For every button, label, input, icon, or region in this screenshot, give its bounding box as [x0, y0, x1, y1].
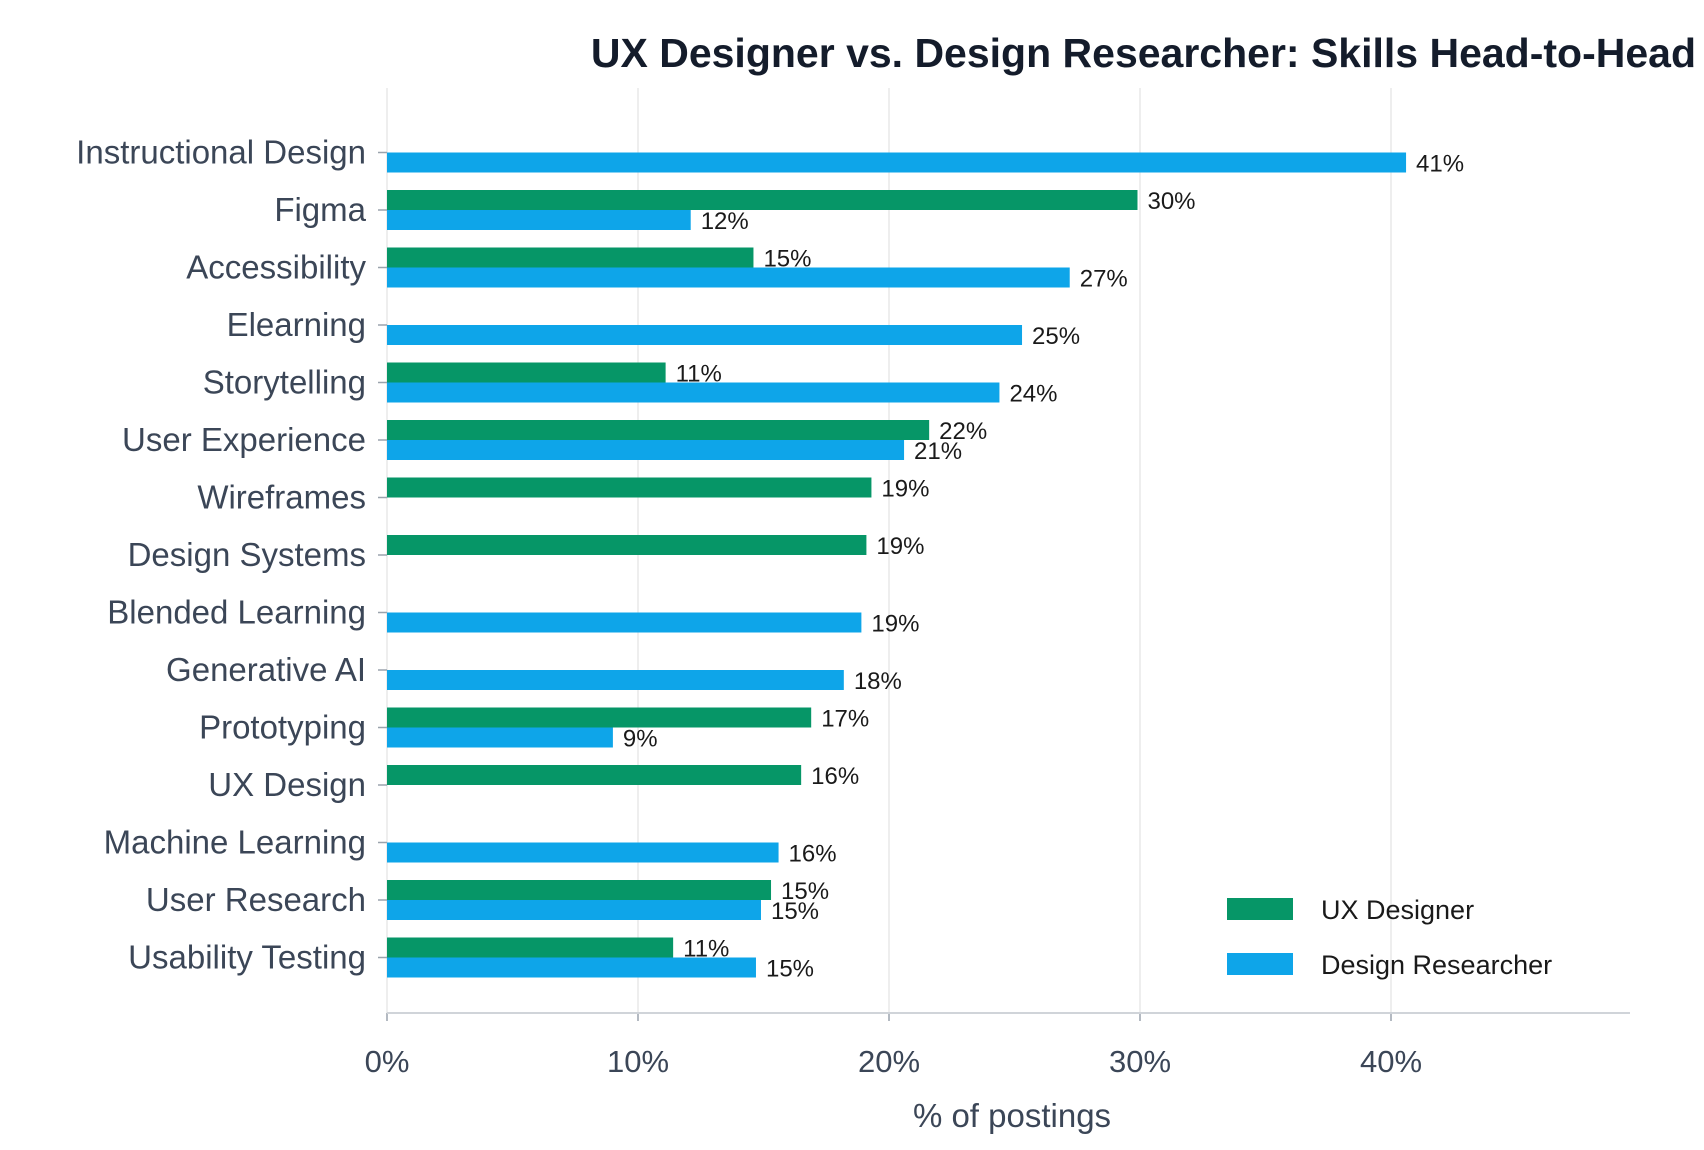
category-label: User Research [146, 881, 366, 918]
data-label-design-researcher-blended-learning: 19% [871, 611, 919, 638]
data-label-design-researcher-prototyping: 9% [623, 726, 658, 753]
bar-design-researcher-instructional-design [387, 152, 1407, 173]
legend: UX Designer Design Researcher [1227, 895, 1552, 980]
bar-design-researcher-elearning [387, 325, 1023, 345]
x-tick-label: 10% [607, 1044, 669, 1079]
bar-design-researcher-generative-ai [387, 670, 844, 690]
data-label-design-researcher-generative-ai: 18% [854, 668, 902, 695]
bar-ux-designer-accessibility [387, 247, 754, 268]
bar-design-researcher-machine-learning [387, 842, 779, 863]
x-tick-label: 40% [1360, 1044, 1422, 1079]
data-label-ux-designer-figma: 30% [1147, 188, 1195, 215]
category-label: Prototyping [199, 709, 366, 746]
category-label: Figma [274, 191, 366, 228]
chart-title: UX Designer vs. Design Researcher: Skill… [591, 30, 1696, 76]
category-label: User Experience [122, 421, 366, 458]
bar-design-researcher-storytelling [387, 382, 1000, 403]
category-label: Generative AI [166, 651, 366, 688]
category-label: UX Design [208, 766, 366, 803]
bar-ux-designer-user-experience [387, 420, 930, 440]
data-label-ux-designer-user-experience: 22% [939, 418, 987, 445]
category-label: Instructional Design [76, 134, 366, 171]
data-label-ux-designer-design-systems: 19% [876, 533, 924, 560]
bar-design-researcher-user-experience [387, 440, 905, 460]
bar-ux-designer-wireframes [387, 477, 872, 498]
legend-swatch-ux-designer [1227, 898, 1293, 920]
legend-label-ux-designer: UX Designer [1321, 895, 1474, 925]
bar-ux-designer-prototyping [387, 707, 812, 728]
data-label-design-researcher-machine-learning: 16% [789, 841, 837, 868]
x-tick-label: 0% [365, 1044, 410, 1079]
data-label-design-researcher-user-experience: 21% [914, 438, 962, 465]
data-label-ux-designer-accessibility: 15% [763, 246, 811, 273]
bar-design-researcher-figma [387, 210, 691, 230]
category-label: Wireframes [197, 479, 366, 516]
bar-design-researcher-user-research [387, 900, 761, 920]
data-label-design-researcher-instructional-design: 41% [1416, 151, 1464, 178]
category-label: Accessibility [186, 249, 366, 286]
bar-ux-designer-ux-design [387, 765, 802, 785]
legend-label-design-researcher: Design Researcher [1321, 950, 1552, 980]
bar-ux-designer-figma [387, 190, 1138, 210]
bar-design-researcher-accessibility [387, 267, 1070, 288]
data-label-ux-designer-usability-testing: 11% [683, 936, 729, 963]
bar-design-researcher-blended-learning [387, 612, 862, 633]
bar-ux-designer-storytelling [387, 362, 666, 383]
category-label: Blended Learning [107, 594, 366, 631]
data-label-design-researcher-storytelling: 24% [1009, 381, 1057, 408]
bar-ux-designer-user-research [387, 880, 772, 900]
data-label-ux-designer-user-research: 15% [781, 878, 829, 905]
data-label-design-researcher-elearning: 25% [1032, 323, 1080, 350]
data-label-ux-designer-ux-design: 16% [811, 763, 859, 790]
x-tick-label: 20% [858, 1044, 920, 1079]
x-axis-title: % of postings [913, 1097, 1111, 1134]
data-label-ux-designer-storytelling: 11% [676, 361, 722, 388]
category-label: Elearning [227, 306, 366, 343]
data-label-ux-designer-wireframes: 19% [881, 476, 929, 503]
data-label-ux-designer-prototyping: 17% [821, 706, 869, 733]
category-labels: Instructional Design Figma Accessibility El… [76, 134, 366, 976]
bar-design-researcher-usability-testing [387, 957, 756, 978]
category-label: Usability Testing [128, 939, 366, 976]
legend-swatch-design-researcher [1227, 953, 1293, 975]
data-label-design-researcher-usability-testing: 15% [766, 956, 814, 983]
x-tick-label: 30% [1109, 1044, 1171, 1079]
data-label-design-researcher-figma: 12% [701, 208, 749, 235]
bar-ux-designer-design-systems [387, 535, 867, 555]
x-axis: 0% 10% 20% 30% 40% [365, 151, 1630, 1079]
category-label: Storytelling [203, 364, 366, 401]
data-label-design-researcher-accessibility: 27% [1080, 266, 1128, 293]
category-label: Design Systems [128, 536, 366, 573]
data-label-design-researcher-user-research: 15% [771, 898, 819, 925]
bars [387, 152, 1407, 978]
bar-design-researcher-prototyping [387, 727, 613, 748]
data-labels: 41% 30% 12% 15% 27% 25% 11% 24% 22%21% 19% 19% 19% 1… [623, 151, 1464, 983]
category-label: Machine Learning [104, 824, 366, 861]
bar-ux-designer-usability-testing [387, 937, 674, 958]
